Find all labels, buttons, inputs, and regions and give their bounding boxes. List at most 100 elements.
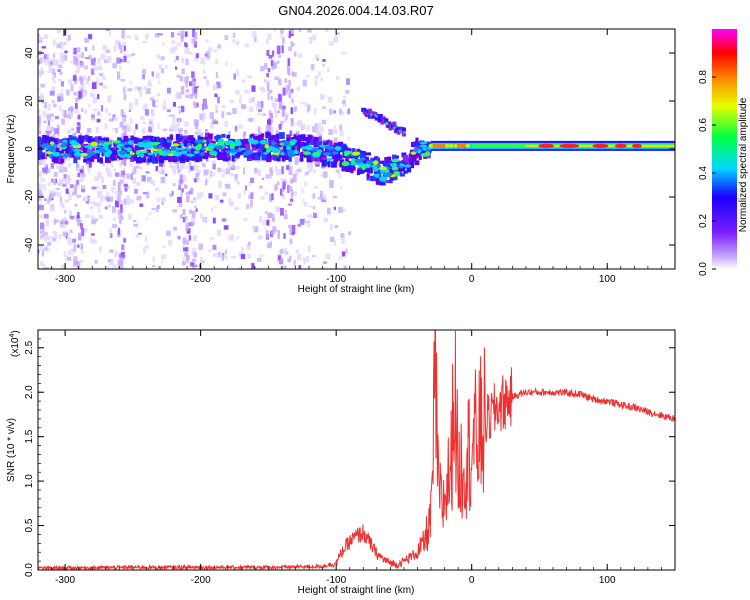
spectrogram-noise-speck — [160, 197, 166, 202]
spectrogram-noise-speck — [212, 159, 216, 164]
spectrogram-noise-speck — [151, 123, 155, 129]
spectrogram-x-label: Height of straight line (km) — [298, 284, 415, 295]
spectrogram-noise-speck — [175, 55, 179, 61]
spectrogram-noise-speck — [176, 42, 182, 46]
spectrogram-streak — [270, 95, 273, 101]
spectrogram-blob — [147, 152, 155, 156]
spectrogram-noise-speck — [313, 108, 317, 115]
spectrogram-streak — [292, 224, 296, 234]
spectrogram-noise-speck — [128, 125, 132, 133]
spectrogram-noise-speck — [64, 114, 69, 119]
spectrogram-noise-speck — [184, 121, 189, 127]
spectrogram-noise-speck — [40, 178, 45, 182]
spectrogram-blob — [341, 161, 350, 167]
spectrogram-noise-speck — [225, 61, 228, 66]
spectrogram-streak — [179, 76, 184, 82]
spectrogram-noise-speck — [167, 110, 170, 113]
spectrogram-noise-speck — [321, 165, 326, 169]
snr-y-tick-label: 2.5 — [24, 340, 35, 354]
spectrogram-noise-speck — [101, 177, 104, 184]
spectrogram-noise-speck — [112, 217, 116, 221]
spectrogram-band-cell — [261, 156, 267, 161]
spectrogram-noise-speck — [314, 160, 319, 165]
spectrogram-streak — [193, 103, 197, 109]
snr-x-tick-label: -300 — [55, 575, 75, 586]
spectrogram-band-cell — [343, 145, 348, 150]
spectrogram-noise-speck — [69, 229, 73, 233]
spectrogram-noise-speck — [49, 126, 55, 132]
spectrogram-noise-speck — [38, 59, 40, 65]
spectrogram-blob — [103, 151, 111, 157]
spectrogram-noise-speck — [275, 206, 281, 212]
spectrogram-noise-speck — [172, 209, 177, 213]
spectrogram-noise-speck — [174, 58, 177, 63]
spectrogram-noise-speck — [156, 206, 159, 213]
spectrogram-noise-speck — [209, 237, 215, 240]
spectrogram-noise-speck — [324, 29, 329, 32]
spectrogram-band-cell — [183, 135, 189, 142]
spectrogram-streak — [268, 89, 273, 94]
spectrogram-noise-speck — [65, 255, 68, 261]
spectrogram-noise-speck — [190, 200, 194, 203]
spectrogram-band-cell — [147, 158, 154, 163]
spectrogram-band-cell — [245, 146, 251, 153]
spectrogram-noise-speck — [316, 122, 321, 128]
spectrogram-noise-speck — [218, 251, 221, 258]
spectrogram-blob — [200, 152, 205, 156]
spectrogram-band-cell — [123, 135, 129, 142]
spectrogram-noise-speck — [155, 99, 159, 102]
spectrogram-band-cell — [257, 149, 262, 154]
spectrogram-noise-speck — [38, 249, 40, 254]
spectrogram-noise-speck — [257, 101, 261, 108]
spectrogram-noise-speck — [250, 199, 253, 207]
spectrogram-noise-speck — [193, 163, 196, 170]
spectrogram-band-cell — [164, 145, 169, 150]
spectrogram-noise-speck — [170, 32, 175, 38]
spectrogram-noise-speck — [329, 236, 335, 242]
spectrogram-band-cell — [337, 141, 344, 147]
spectrogram-noise-speck — [269, 128, 273, 136]
spectrogram-streak — [124, 188, 128, 192]
spectrogram-noise-speck — [73, 107, 79, 112]
spectrogram-noise-speck — [303, 202, 308, 207]
spectrogram-streak — [290, 117, 294, 127]
spectrogram-blob — [103, 141, 112, 145]
spectrogram-noise-speck — [161, 259, 164, 263]
spectrogram-band-cell — [53, 138, 59, 145]
spectrogram-band-cell — [428, 148, 432, 153]
spectrogram-noise-speck — [289, 255, 292, 260]
spectrogram-noise-speck — [320, 173, 326, 177]
spectrogram-noise-speck — [292, 191, 298, 196]
spectrogram-noise-speck — [345, 90, 350, 94]
spectrogram-noise-speck — [113, 116, 118, 122]
spectrogram-noise-speck — [162, 104, 167, 110]
spectrogram-noise-speck — [151, 111, 155, 117]
spectrogram-noise-speck — [53, 103, 57, 108]
spectrogram-noise-speck — [200, 61, 205, 64]
spectrogram-streak — [75, 59, 79, 66]
spectrogram-noise-speck — [104, 195, 108, 201]
spectrogram-noise-speck — [84, 109, 88, 115]
spectrogram-noise-speck — [264, 191, 269, 195]
spectrogram-noise-speck — [38, 198, 41, 202]
spectrogram-streak — [280, 121, 283, 125]
spectrogram-noise-speck — [129, 118, 133, 124]
spectrogram-band-cell — [82, 147, 88, 153]
spectrogram-streak — [184, 183, 187, 188]
spectrogram-streak — [288, 166, 293, 175]
spectrogram-blob — [173, 151, 182, 157]
spectrogram-noise-speck — [98, 67, 103, 70]
spectrogram-noise-speck — [74, 203, 78, 207]
spectrogram-streak — [282, 105, 286, 110]
spectrogram-blob — [420, 152, 429, 157]
spectrogram-noise-speck — [45, 234, 49, 239]
spectrogram-band-cell — [251, 147, 257, 151]
spectrogram-noise-speck — [58, 104, 62, 112]
spectrogram-noise-speck — [288, 79, 291, 86]
spectrogram-streak — [77, 122, 81, 126]
spectrogram-streak — [190, 262, 194, 267]
spectrogram-blob — [181, 150, 188, 155]
spectrogram-noise-speck — [122, 42, 126, 46]
spectrogram-streak — [276, 60, 280, 64]
spectrogram-band-cell — [87, 136, 93, 143]
